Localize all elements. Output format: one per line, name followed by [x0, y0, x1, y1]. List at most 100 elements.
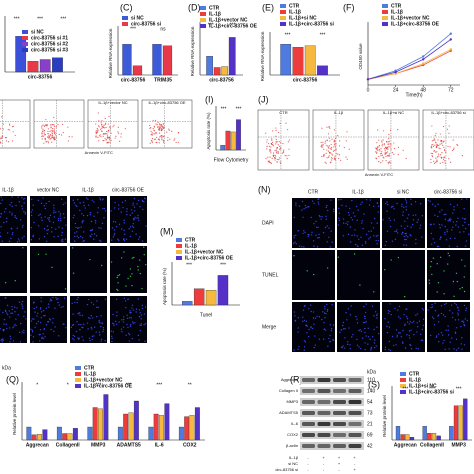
flow-dot — [390, 148, 392, 150]
flow-dot — [440, 156, 442, 158]
micrograph — [30, 296, 67, 343]
nucleus — [52, 296, 54, 299]
x-axis-label: Tunel — [200, 312, 212, 318]
point — [366, 78, 370, 81]
flow-dot — [107, 141, 109, 143]
nucleus — [87, 204, 90, 206]
nucleus — [324, 317, 326, 319]
nucleus — [46, 240, 48, 243]
nucleus — [86, 214, 89, 217]
nucleus — [76, 235, 78, 237]
nucleus — [91, 199, 94, 201]
nucleus — [39, 333, 41, 336]
nucleus — [465, 309, 467, 312]
nucleus — [79, 314, 81, 316]
flow-dot — [104, 117, 106, 120]
nucleus — [322, 338, 325, 340]
bar — [184, 416, 190, 441]
nucleus — [401, 233, 403, 235]
nucleus — [73, 339, 75, 341]
nucleus — [126, 208, 128, 210]
nucleus — [14, 216, 16, 219]
flow-dot — [327, 145, 329, 147]
flow-plot — [257, 109, 310, 171]
nucleus — [14, 306, 16, 308]
flow-dot — [324, 142, 326, 144]
micrograph — [70, 296, 107, 343]
flow-dot — [275, 135, 277, 137]
bar — [427, 432, 432, 441]
nucleus — [137, 199, 140, 202]
nucleus — [122, 321, 125, 323]
significance: *** — [236, 106, 242, 112]
nucleus — [351, 199, 353, 202]
nucleus — [132, 218, 135, 220]
flow-dot — [275, 143, 277, 145]
flow-dot — [436, 143, 438, 145]
legend-label: circ-83756 si — [131, 21, 162, 27]
significance: *** — [229, 22, 235, 28]
flow-dot — [47, 142, 50, 144]
nucleus — [386, 230, 389, 232]
nucleus — [372, 227, 375, 229]
nucleus — [83, 231, 85, 233]
nucleus — [361, 222, 363, 224]
nucleus — [437, 315, 439, 317]
nucleus — [413, 333, 415, 336]
nucleus — [131, 337, 133, 340]
flow-dot — [41, 138, 43, 140]
nucleus — [21, 300, 24, 303]
nucleus — [350, 305, 352, 307]
flow-dot — [154, 138, 156, 141]
bar — [164, 403, 170, 441]
nucleus — [396, 334, 398, 336]
flow-dot — [456, 143, 458, 146]
nucleus — [59, 213, 62, 215]
legend-swatch — [75, 378, 81, 382]
band — [348, 444, 362, 448]
nucleus — [61, 241, 63, 243]
flow-dot — [117, 126, 119, 128]
nucleus — [416, 326, 419, 328]
significance: *** — [186, 262, 192, 268]
band — [317, 411, 331, 415]
flow-dot — [338, 154, 341, 156]
nucleus — [88, 298, 90, 301]
flow-dot — [159, 136, 161, 138]
flow-dot — [288, 154, 290, 156]
nucleus — [447, 263, 449, 265]
nucleus — [116, 276, 118, 279]
nucleus — [129, 316, 131, 319]
nucleus — [62, 305, 64, 308]
flow-dot — [276, 152, 278, 154]
flow-dot — [47, 130, 49, 133]
panel-label: (D) — [188, 2, 201, 12]
flow-dot — [281, 152, 284, 154]
nucleus — [55, 296, 57, 299]
flow-dot — [378, 155, 380, 158]
legend-label: IL-1β+circ-83756 OE — [209, 23, 258, 29]
flow-dot — [388, 133, 390, 136]
nucleus — [24, 213, 26, 215]
flow-dot — [439, 147, 441, 150]
nucleus — [133, 210, 136, 212]
nucleus — [408, 334, 410, 337]
nucleus — [298, 345, 300, 348]
flow-dot — [266, 139, 268, 141]
nucleus — [10, 312, 12, 314]
flow-dot — [439, 154, 442, 156]
nucleus — [364, 311, 367, 314]
nucleus — [388, 217, 390, 220]
flow-dot — [277, 152, 279, 154]
nucleus — [395, 344, 397, 346]
nucleus — [437, 333, 440, 335]
nucleus — [141, 287, 143, 290]
flow-dot — [50, 124, 52, 126]
nucleus — [93, 201, 95, 203]
band — [302, 422, 315, 426]
legend-label: IL-1β+circ-83756 OE — [84, 383, 133, 389]
nucleus — [310, 304, 312, 306]
nucleus — [370, 346, 373, 349]
flow-dot — [326, 157, 328, 159]
nucleus — [126, 317, 129, 320]
